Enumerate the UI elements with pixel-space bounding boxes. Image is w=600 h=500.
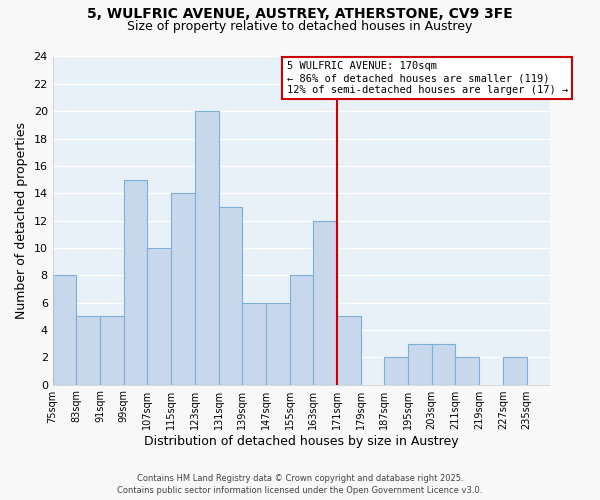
Text: 5, WULFRIC AVENUE, AUSTREY, ATHERSTONE, CV9 3FE: 5, WULFRIC AVENUE, AUSTREY, ATHERSTONE, … <box>87 8 513 22</box>
Bar <box>100 316 124 384</box>
Text: Contains HM Land Registry data © Crown copyright and database right 2025.
Contai: Contains HM Land Registry data © Crown c… <box>118 474 482 495</box>
Bar <box>76 316 100 384</box>
Bar <box>408 344 432 384</box>
Bar <box>266 302 290 384</box>
Bar <box>455 357 479 384</box>
Bar <box>385 357 408 384</box>
Bar <box>337 316 361 384</box>
X-axis label: Distribution of detached houses by size in Austrey: Distribution of detached houses by size … <box>144 434 459 448</box>
Text: 5 WULFRIC AVENUE: 170sqm
← 86% of detached houses are smaller (119)
12% of semi-: 5 WULFRIC AVENUE: 170sqm ← 86% of detach… <box>287 62 568 94</box>
Bar <box>290 275 313 384</box>
Y-axis label: Number of detached properties: Number of detached properties <box>15 122 28 319</box>
Bar <box>503 357 527 384</box>
Bar <box>53 275 76 384</box>
Bar <box>218 207 242 384</box>
Bar <box>432 344 455 384</box>
Bar <box>195 111 218 384</box>
Bar <box>242 302 266 384</box>
Text: Size of property relative to detached houses in Austrey: Size of property relative to detached ho… <box>127 20 473 33</box>
Bar <box>148 248 171 384</box>
Bar <box>313 220 337 384</box>
Bar <box>171 193 195 384</box>
Bar <box>124 180 148 384</box>
